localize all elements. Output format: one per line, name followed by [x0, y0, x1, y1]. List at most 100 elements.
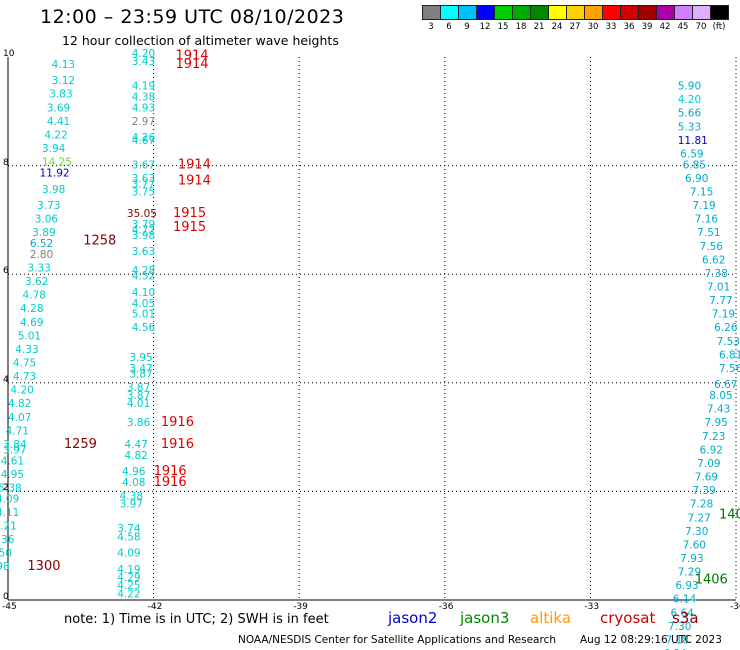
legend-label: 27 — [569, 22, 581, 32]
wave-height-label: 3.79 — [132, 219, 155, 231]
wave-height-label: 4.72 — [132, 224, 155, 236]
wave-height-label: 4.08 — [122, 477, 145, 489]
wave-height-label: 7.18 — [666, 634, 689, 646]
wave-height-label: 7.43 — [707, 404, 730, 416]
wave-height-label: 5.01 — [132, 309, 155, 321]
wave-height-label: 5.01 — [18, 330, 41, 342]
time-label: 1914 — [178, 174, 211, 189]
wave-height-label: 4.05 — [132, 298, 155, 310]
satellite-name: jason2 — [388, 609, 438, 627]
wave-height-label: 4.28 — [132, 265, 155, 277]
wave-height-label: 3.06 — [35, 214, 59, 226]
legend-label: 12 — [479, 22, 491, 32]
wave-height-label: 3.84 — [3, 439, 27, 451]
wave-height-label: 3.87 — [127, 382, 150, 394]
satellite-name: altika — [530, 609, 572, 627]
legend-labels: 3 6 9 12 15 18 21 24 27 30 33 36 39 42 45 70 (ft) — [422, 22, 740, 34]
wave-height-label: 3.74 — [117, 523, 141, 535]
wave-height-label: 7.53 — [717, 336, 740, 348]
wave-height-label: 3.98 — [132, 230, 155, 242]
x-tick-label: -45 — [2, 602, 17, 612]
x-tick-label: -36 — [438, 602, 454, 612]
legend-label: 9 — [464, 22, 470, 32]
wave-height-label: 7.01 — [707, 281, 730, 293]
wave-height-label: 4.71 — [6, 425, 29, 437]
wave-height-label: 4.52 — [132, 271, 155, 283]
wave-height-label: 6.26 — [714, 322, 738, 334]
legend-label: 36 — [623, 22, 635, 32]
wave-height-label: 4.19 — [132, 81, 155, 93]
wave-height-label: 7.77 — [709, 295, 732, 307]
y-tick-label: 2 — [3, 483, 9, 494]
wave-height-label: 3.89 — [32, 227, 55, 239]
wave-height-label: 11.81 — [678, 135, 708, 147]
wave-height-label: 4.93 — [132, 102, 155, 114]
wave-height-label: 5.90 — [678, 81, 701, 93]
wave-height-label: 4.22 — [44, 129, 67, 141]
wave-height-label: 7.60 — [683, 539, 706, 551]
wave-height-label: 3.98 — [42, 184, 65, 196]
wave-height-label: 5.21 — [0, 520, 17, 532]
wave-height-label: 4.36 — [0, 534, 15, 546]
time-label: 1407 — [719, 508, 740, 523]
wave-height-label: 3.86 — [127, 417, 151, 429]
wave-height-label: 4.41 — [47, 116, 70, 128]
x-tick-label: -30 — [730, 602, 740, 612]
note-text: note: 1) Time is in UTC; 2) SWH is in fe… — [64, 612, 329, 627]
legend-label: 70 — [695, 22, 707, 32]
wave-height-label: 4.56 — [132, 322, 156, 334]
wave-height-label: 7.09 — [697, 458, 720, 470]
wave-height-label: 4.22 — [117, 588, 140, 600]
legend-label: 21 — [533, 22, 545, 32]
satellite-name: jason3 — [460, 609, 510, 627]
legend-label: 15 — [497, 22, 509, 32]
satellite-name: s3a — [672, 609, 699, 627]
time-label: 1916 — [161, 437, 194, 452]
wave-height-label: 5.38 — [0, 482, 22, 494]
wave-height-label: 6.14 — [673, 594, 697, 606]
wave-height-label: 14.25 — [42, 157, 72, 169]
wave-height-label: 4.38 — [120, 491, 143, 503]
wave-height-label: 6.92 — [700, 444, 723, 456]
wave-height-label: 4.69 — [20, 317, 43, 329]
wave-height-label: 3.75 — [132, 186, 155, 198]
wave-height-label: 7.38 — [704, 268, 727, 280]
footer-timestamp: Aug 12 08:29:16 UTC 2023 — [580, 634, 722, 646]
wave-height-label: 6.90 — [685, 173, 708, 185]
legend-label: 45 — [677, 22, 689, 32]
time-label: 1914 — [178, 157, 211, 172]
legend-label: 39 — [641, 22, 653, 32]
wave-height-label: 3.63 — [132, 246, 155, 258]
wave-height-label: 3.33 — [27, 262, 50, 274]
wave-height-label: 4.25 — [117, 580, 140, 592]
wave-height-label: 3.69 — [47, 102, 70, 114]
satellite-name: cryosat — [600, 609, 656, 627]
footer-credit: NOAA/NESDIS Center for Satellite Applica… — [238, 634, 556, 646]
wave-height-label: 8.05 — [709, 390, 732, 402]
wave-height-label: 4.28 — [20, 303, 43, 315]
legend-label: 33 — [605, 22, 617, 32]
wave-height-label: 4.61 — [1, 455, 24, 467]
wave-height-label: 3.47 — [129, 363, 152, 375]
wave-height-label: 7.28 — [690, 499, 713, 511]
wave-height-label: 3.83 — [49, 89, 72, 101]
wave-height-label: 4.29 — [117, 572, 140, 584]
legend-label: 6 — [446, 22, 452, 32]
time-label: 1258 — [83, 233, 116, 248]
wave-height-label: 11.92 — [40, 167, 70, 179]
time-label: 1916 — [161, 415, 194, 430]
wave-height-label: 7.19 — [712, 309, 735, 321]
time-label: 1406 — [695, 573, 728, 588]
wave-height-label: 7.30 — [668, 621, 691, 633]
wave-height-label: 6.81 — [719, 349, 740, 361]
time-label: 1914 — [175, 49, 208, 64]
wave-height-label: 4.20 — [132, 48, 155, 60]
time-label: 1914 — [175, 57, 208, 72]
wave-height-label: 4.78 — [23, 290, 46, 302]
wave-height-label: 3.95 — [129, 352, 152, 364]
wave-height-label: 4.07 — [8, 412, 31, 424]
wave-height-label: 6.84 — [663, 648, 687, 650]
time-label: 1259 — [64, 437, 97, 452]
time-label: 1916 — [154, 464, 187, 479]
